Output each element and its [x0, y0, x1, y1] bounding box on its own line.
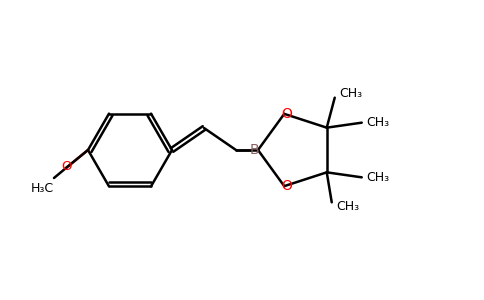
Text: CH₃: CH₃ [339, 87, 363, 100]
Text: B: B [249, 143, 259, 157]
Text: O: O [61, 160, 71, 172]
Text: CH₃: CH₃ [336, 200, 359, 213]
Text: H₃C: H₃C [30, 182, 54, 194]
Text: CH₃: CH₃ [366, 116, 389, 129]
Text: O: O [281, 107, 292, 121]
Text: O: O [281, 179, 292, 193]
Text: CH₃: CH₃ [366, 171, 389, 184]
